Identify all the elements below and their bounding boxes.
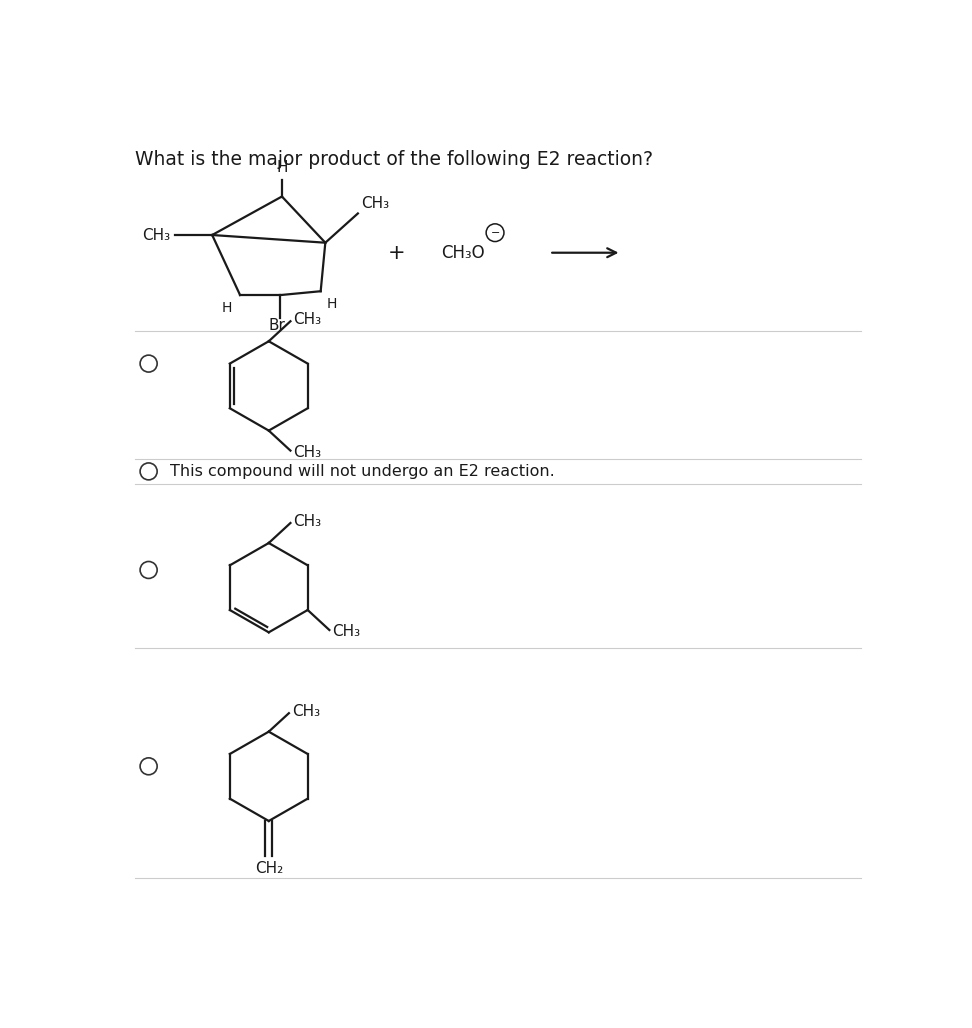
Text: H: H	[276, 160, 288, 175]
Text: CH₃: CH₃	[294, 445, 322, 460]
Text: CH₃: CH₃	[294, 313, 322, 327]
Text: CH₃O: CH₃O	[440, 244, 484, 262]
Text: CH₃: CH₃	[292, 704, 320, 720]
Text: +: +	[388, 243, 405, 263]
Text: CH₃: CH₃	[142, 227, 170, 243]
Text: H: H	[222, 301, 232, 316]
Text: What is the major product of the following E2 reaction?: What is the major product of the followi…	[135, 150, 653, 170]
Text: H: H	[327, 297, 337, 311]
Text: CH₃: CH₃	[294, 514, 322, 529]
Text: CH₂: CH₂	[255, 861, 283, 876]
Text: −: −	[490, 227, 500, 237]
Text: Br: Br	[269, 319, 286, 333]
Text: CH₃: CH₃	[361, 196, 389, 211]
Text: This compound will not undergo an E2 reaction.: This compound will not undergo an E2 rea…	[169, 464, 554, 479]
Text: CH₃: CH₃	[332, 624, 361, 639]
